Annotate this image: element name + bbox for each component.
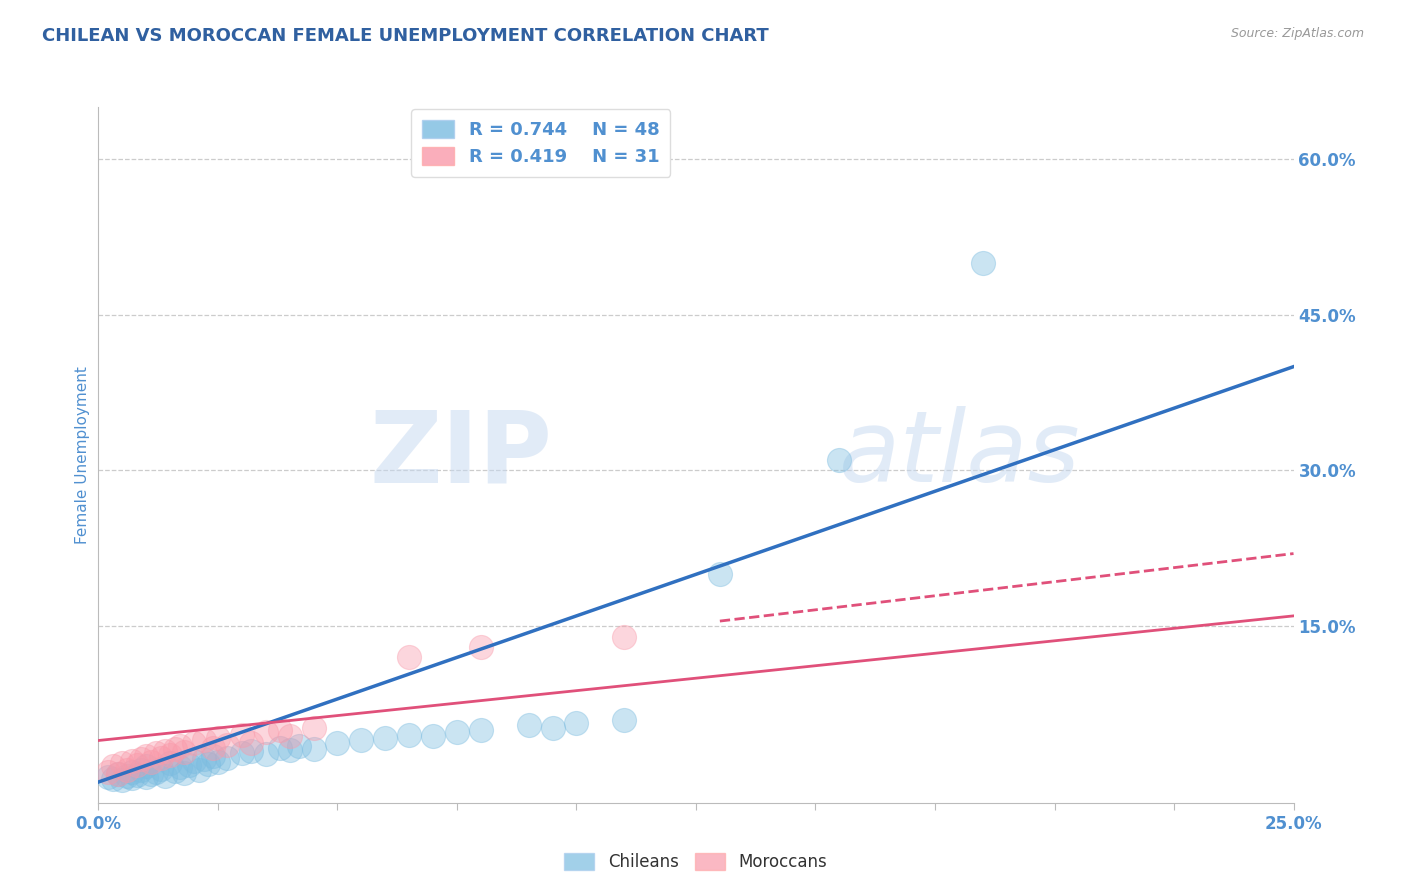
Text: ZIP: ZIP bbox=[370, 407, 553, 503]
Point bbox=[159, 747, 181, 762]
Point bbox=[398, 728, 420, 742]
Point bbox=[288, 739, 311, 753]
Point bbox=[111, 772, 134, 787]
Point bbox=[169, 739, 191, 753]
Point bbox=[613, 630, 636, 644]
Point bbox=[613, 713, 636, 727]
Point bbox=[125, 768, 148, 782]
Point bbox=[135, 749, 157, 764]
Point bbox=[302, 741, 325, 756]
Point bbox=[254, 747, 277, 761]
Point bbox=[107, 766, 129, 780]
Point bbox=[139, 756, 162, 770]
Point bbox=[278, 743, 301, 757]
Point bbox=[197, 757, 219, 772]
Point bbox=[115, 763, 138, 777]
Text: atlas: atlas bbox=[839, 407, 1081, 503]
Point bbox=[101, 772, 124, 786]
Point bbox=[173, 765, 195, 780]
Point bbox=[240, 735, 263, 749]
Point bbox=[269, 740, 291, 755]
Point bbox=[326, 735, 349, 749]
Point bbox=[254, 725, 277, 739]
Point bbox=[121, 764, 143, 779]
Point bbox=[709, 567, 731, 582]
Point bbox=[217, 751, 239, 765]
Point bbox=[111, 756, 134, 771]
Point bbox=[149, 751, 172, 765]
Point bbox=[470, 640, 492, 654]
Point bbox=[193, 733, 215, 747]
Point bbox=[149, 762, 172, 776]
Point bbox=[101, 759, 124, 773]
Text: Source: ZipAtlas.com: Source: ZipAtlas.com bbox=[1230, 27, 1364, 40]
Point bbox=[183, 735, 205, 749]
Point bbox=[173, 745, 195, 759]
Point bbox=[202, 749, 225, 764]
Point bbox=[446, 725, 468, 739]
Point bbox=[231, 728, 253, 742]
Point bbox=[202, 740, 225, 755]
Point bbox=[145, 764, 167, 779]
Point bbox=[470, 723, 492, 738]
Point bbox=[169, 760, 191, 774]
Point bbox=[972, 256, 994, 270]
Point bbox=[107, 766, 129, 780]
Point bbox=[193, 752, 215, 766]
Point bbox=[422, 729, 444, 743]
Y-axis label: Female Unemployment: Female Unemployment bbox=[75, 366, 90, 544]
Point bbox=[217, 738, 239, 752]
Point bbox=[179, 758, 201, 772]
Point bbox=[97, 764, 120, 779]
Point bbox=[269, 723, 291, 738]
Point bbox=[135, 770, 157, 784]
Point bbox=[131, 763, 153, 777]
Point bbox=[398, 650, 420, 665]
Point bbox=[125, 758, 148, 772]
Point bbox=[139, 766, 162, 780]
Point bbox=[163, 764, 186, 778]
Point bbox=[115, 769, 138, 783]
Point bbox=[240, 744, 263, 758]
Legend: Chileans, Moroccans: Chileans, Moroccans bbox=[558, 847, 834, 878]
Point bbox=[159, 756, 181, 771]
Point bbox=[135, 759, 157, 773]
Point bbox=[155, 769, 177, 783]
Point bbox=[231, 746, 253, 760]
Point bbox=[97, 770, 120, 784]
Point bbox=[374, 731, 396, 746]
Point bbox=[828, 453, 851, 467]
Point bbox=[145, 746, 167, 760]
Point bbox=[207, 731, 229, 746]
Point bbox=[187, 763, 209, 777]
Point bbox=[121, 754, 143, 768]
Point bbox=[565, 715, 588, 730]
Point bbox=[517, 718, 540, 732]
Point bbox=[131, 752, 153, 766]
Point bbox=[541, 721, 564, 735]
Point bbox=[207, 756, 229, 770]
Text: CHILEAN VS MOROCCAN FEMALE UNEMPLOYMENT CORRELATION CHART: CHILEAN VS MOROCCAN FEMALE UNEMPLOYMENT … bbox=[42, 27, 769, 45]
Point bbox=[350, 733, 373, 747]
Point bbox=[163, 741, 186, 756]
Point bbox=[155, 744, 177, 758]
Point bbox=[121, 771, 143, 785]
Point bbox=[183, 754, 205, 768]
Point bbox=[278, 729, 301, 743]
Point bbox=[302, 721, 325, 735]
